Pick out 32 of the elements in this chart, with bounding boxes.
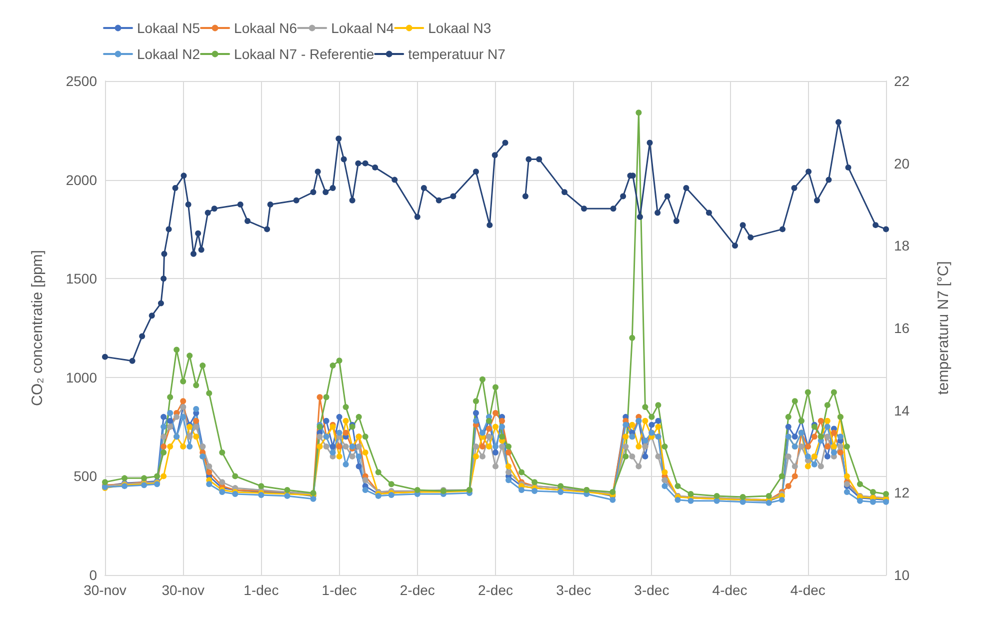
y2-tick-label: 16 xyxy=(894,320,910,336)
y2-tick-label: 20 xyxy=(894,155,910,172)
y-tick-label: 2000 xyxy=(66,172,98,188)
x-tick-label: 30-nov xyxy=(84,582,126,598)
y2-tick-label: 14 xyxy=(894,402,910,418)
x-tick-label: 2-dec xyxy=(400,582,435,598)
y2-tick-label: 22 xyxy=(894,73,910,89)
legend-label: Lokaal N3 xyxy=(428,20,492,36)
x-tick-label: 4-dec xyxy=(790,582,826,598)
x-tick-label: 3-dec xyxy=(634,582,670,598)
y2-tick-label: 10 xyxy=(894,567,910,583)
legend-label: Lokaal N5 xyxy=(137,20,200,36)
y-tick-label: 500 xyxy=(74,468,98,484)
y-tick-label: 2500 xyxy=(66,73,98,89)
x-tick-label: 1-dec xyxy=(244,582,279,598)
legend-label: Lokaal N7 - Referentie xyxy=(234,46,374,62)
y-axis-title: CO₂ concentratie [ppm] xyxy=(29,250,46,406)
x-tick-label: 3-dec xyxy=(556,582,592,598)
y-tick-label: 0 xyxy=(89,567,98,583)
x-tick-label: 4-dec xyxy=(712,582,748,598)
y2-tick-label: 12 xyxy=(894,484,910,501)
y-tick-label: 1000 xyxy=(66,369,98,386)
legend-label: Lokaal N6 xyxy=(234,20,298,36)
legend-label: Lokaal N4 xyxy=(331,20,394,36)
legend-label: Lokaal N2 xyxy=(137,46,200,62)
y-tick-label: 1500 xyxy=(66,270,98,287)
y2-tick-label: 18 xyxy=(894,238,910,254)
x-tick-label: 1-dec xyxy=(322,582,357,598)
legend-label: temperatuur N7 xyxy=(408,46,506,62)
x-tick-label: 30-nov xyxy=(162,582,205,598)
y2-axis-title: temperaturu N7 [°C] xyxy=(935,261,952,395)
x-tick-label: 2-dec xyxy=(478,582,514,598)
